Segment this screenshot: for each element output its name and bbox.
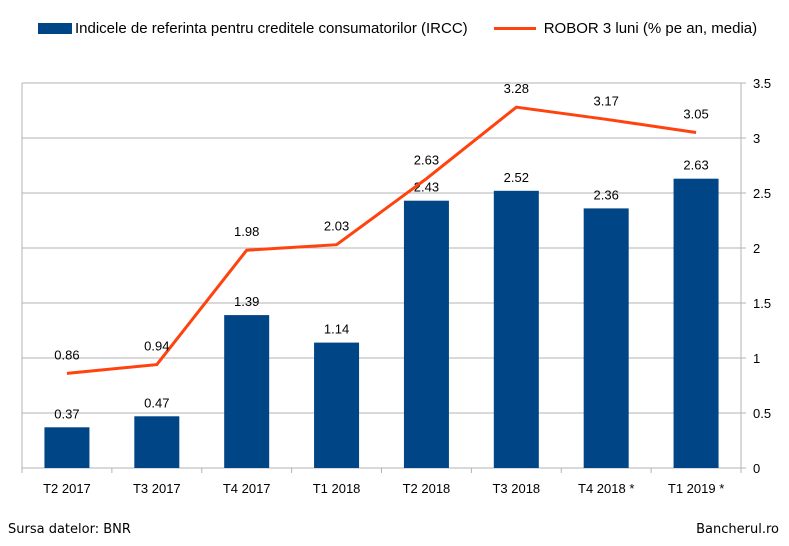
- x-tick-label: T2 2018: [403, 481, 451, 496]
- legend-label-ircc: Indicele de referinta pentru creditele c…: [75, 20, 468, 37]
- bar-data-label: 2.43: [414, 180, 439, 195]
- bar-data-label: 1.14: [324, 322, 349, 337]
- bar: [134, 416, 180, 468]
- x-tick-label: T3 2018: [492, 481, 540, 496]
- bar-data-label: 2.63: [683, 158, 708, 173]
- x-tick-label: T1 2019 *: [668, 481, 724, 496]
- bar-data-label: 2.36: [594, 187, 619, 202]
- x-tick-label: T3 2017: [133, 481, 181, 496]
- legend-swatch-ircc: [38, 23, 72, 34]
- y-tick-label: 1: [753, 351, 760, 366]
- bar: [493, 190, 539, 469]
- x-tick-label: T4 2018 *: [578, 481, 634, 496]
- bar-data-label: 1.39: [234, 294, 259, 309]
- y-tick-label: 0.5: [753, 406, 771, 421]
- line-data-label: 0.94: [144, 339, 169, 354]
- line-data-label: 3.17: [594, 93, 619, 108]
- y-tick-label: 1.5: [753, 296, 771, 311]
- line-data-label: 0.86: [54, 347, 79, 362]
- y-tick-label: 3: [753, 131, 760, 146]
- line-data-label: 2.03: [324, 219, 349, 234]
- y-tick-label: 3.5: [753, 76, 771, 91]
- y-tick-label: 2: [753, 241, 760, 256]
- bar: [224, 315, 270, 468]
- chart-legend: Indicele de referinta pentru creditele c…: [38, 20, 783, 37]
- line-data-label: 1.98: [234, 224, 259, 239]
- y-tick-label: 2.5: [753, 186, 771, 201]
- line-data-label: 3.05: [683, 107, 708, 122]
- bar: [403, 200, 449, 468]
- line-data-label: 3.28: [504, 81, 529, 96]
- line-data-label: 2.63: [414, 153, 439, 168]
- y-tick-label: 0: [753, 461, 760, 476]
- bar-data-label: 0.37: [54, 406, 79, 421]
- bar: [583, 208, 629, 468]
- bar: [314, 342, 360, 468]
- x-tick-label: T4 2017: [223, 481, 271, 496]
- x-tick-label: T1 2018: [313, 481, 361, 496]
- x-tick-label: T2 2017: [43, 481, 91, 496]
- source-note: Sursa datelor: BNR: [8, 522, 131, 537]
- brand-label: Bancherul.ro: [696, 522, 779, 537]
- bar: [44, 427, 90, 468]
- bar-data-label: 2.52: [504, 170, 529, 185]
- legend-item-robor: ROBOR 3 luni (% pe an, media): [493, 20, 758, 37]
- legend-label-robor: ROBOR 3 luni (% pe an, media): [543, 20, 758, 37]
- legend-swatch-robor: [493, 27, 536, 30]
- bar: [673, 178, 719, 468]
- bar-data-label: 0.47: [144, 395, 169, 410]
- series-line: [66, 105, 697, 375]
- legend-item-ircc: Indicele de referinta pentru creditele c…: [38, 20, 468, 37]
